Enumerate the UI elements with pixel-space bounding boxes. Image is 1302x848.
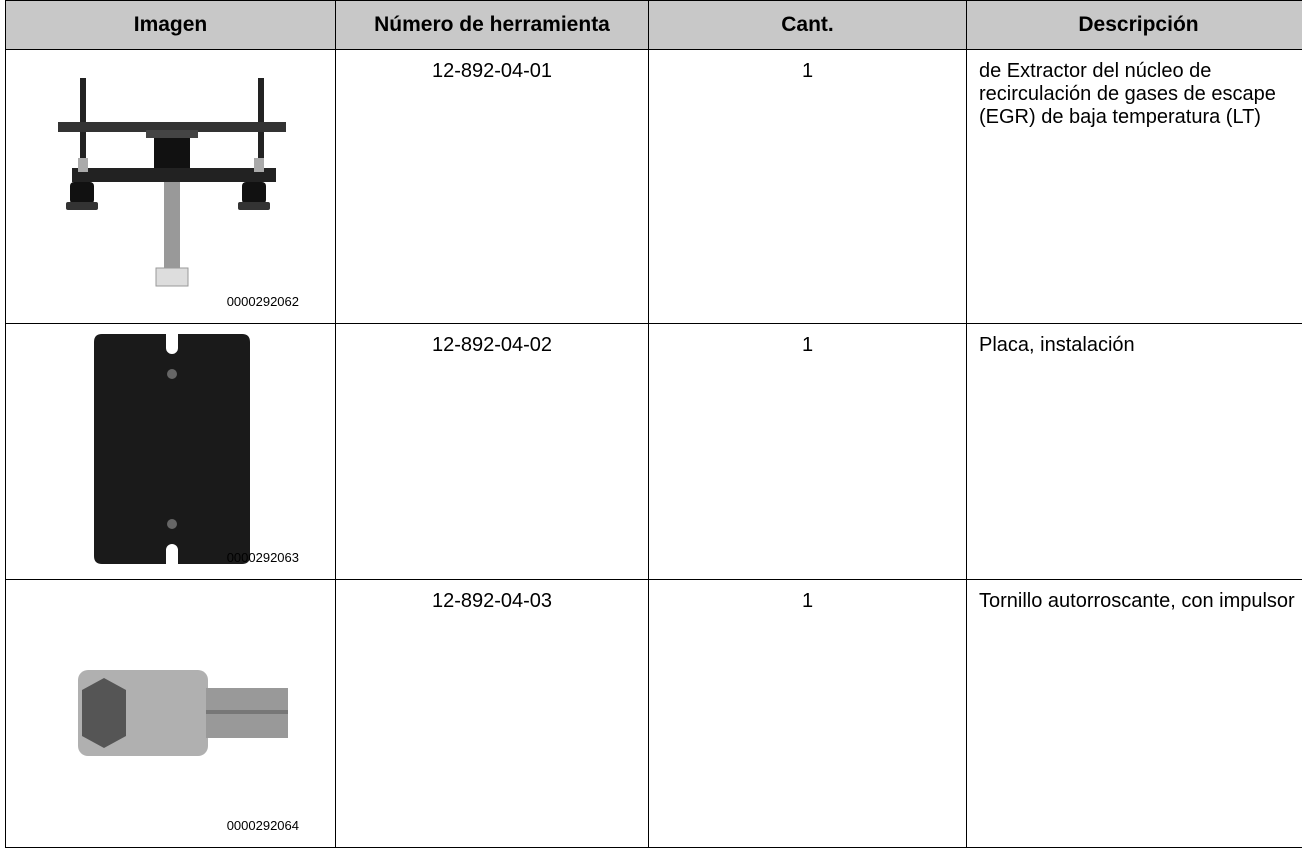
table-wrapper: Imagen Número de herramienta Cant. Descr… — [5, 0, 1302, 848]
image-code: 0000292064 — [226, 818, 299, 833]
row: 0000292064 12-892-04-03 1 Tornillo autor… — [5, 579, 1302, 848]
image-code: 0000292063 — [226, 550, 299, 565]
tool-number: 12-892-04-03 — [335, 579, 649, 848]
tool-number: 12-892-04-02 — [335, 323, 649, 580]
description: de Extractor del núcleo de recirculación… — [966, 49, 1302, 324]
plate-image — [94, 334, 250, 564]
image-cell: 0000292062 — [5, 49, 336, 324]
puller-image — [58, 78, 286, 287]
header-cell: Imagen — [5, 0, 336, 50]
tool-number: 12-892-04-01 — [335, 49, 649, 324]
quantity: 1 — [648, 49, 967, 324]
row: 0000292063 12-892-04-02 1 Placa, instala… — [5, 323, 1302, 580]
header-cell: Número de herramienta — [335, 0, 649, 50]
description: Placa, instalación — [966, 323, 1302, 580]
socket-image — [78, 670, 288, 756]
header-cell: Descripción — [966, 0, 1302, 50]
image-code: 0000292062 — [226, 294, 299, 309]
quantity: 1 — [648, 323, 967, 580]
header-cell: Cant. — [648, 0, 967, 50]
description: Tornillo autorroscante, con impulsor — [966, 579, 1302, 848]
image-cell: 0000292064 — [5, 579, 336, 848]
row: 0000292062 12-892-04-01 1 de Extractor d… — [5, 49, 1302, 324]
image-cell: 0000292063 — [5, 323, 336, 580]
tools-table: Imagen Número de herramienta Cant. Descr… — [5, 0, 1302, 848]
quantity: 1 — [648, 579, 967, 848]
header-row: Imagen Número de herramienta Cant. Descr… — [5, 0, 1302, 50]
